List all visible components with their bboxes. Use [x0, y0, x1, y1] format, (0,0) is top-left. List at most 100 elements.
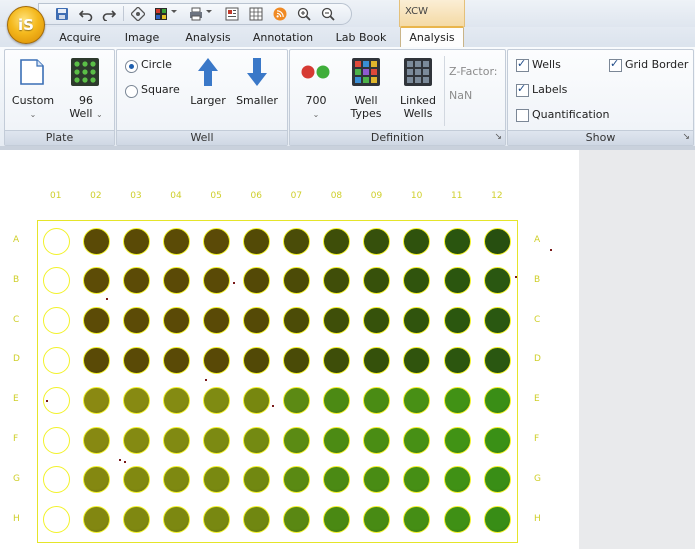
well-E05[interactable]	[202, 386, 230, 414]
labels-checkbox[interactable]	[516, 82, 529, 97]
well-G03[interactable]	[122, 466, 150, 494]
well-G05[interactable]	[202, 466, 230, 494]
well-E10[interactable]	[403, 386, 431, 414]
well-E03[interactable]	[122, 386, 150, 414]
well-A03[interactable]	[122, 227, 150, 255]
well-A01[interactable]	[42, 227, 70, 255]
grid-color-dropdown-icon[interactable]	[171, 10, 177, 13]
well-H06[interactable]	[243, 506, 270, 534]
well-D10[interactable]	[403, 346, 431, 374]
well-E06[interactable]	[243, 386, 270, 414]
well-G09[interactable]	[363, 466, 391, 494]
well-A04[interactable]	[162, 227, 190, 255]
well-D08[interactable]	[323, 346, 351, 374]
well-C08[interactable]	[323, 307, 351, 335]
well-F05[interactable]	[202, 426, 230, 454]
well-A07[interactable]	[283, 227, 311, 255]
well-D12[interactable]	[483, 346, 511, 374]
tab-plate-analysis[interactable]: Analysis	[400, 26, 464, 49]
well-A02[interactable]	[82, 227, 110, 255]
well-F04[interactable]	[162, 426, 190, 454]
well-C06[interactable]	[243, 307, 270, 335]
well-C02[interactable]	[82, 307, 110, 335]
well-H02[interactable]	[82, 506, 110, 534]
well-E11[interactable]	[443, 386, 471, 414]
well-E09[interactable]	[363, 386, 391, 414]
well-A08[interactable]	[323, 227, 351, 255]
well-D03[interactable]	[122, 346, 150, 374]
settings-icon[interactable]	[131, 7, 145, 21]
dialog-launcher-icon[interactable]: ↘	[682, 132, 690, 142]
well-C03[interactable]	[122, 307, 150, 335]
larger-button[interactable]: Larger	[190, 94, 226, 107]
well-G01[interactable]	[42, 466, 70, 494]
well-E08[interactable]	[323, 386, 351, 414]
tab-acquire[interactable]: Acquire	[59, 31, 101, 44]
well-G08[interactable]	[323, 466, 351, 494]
well-B09[interactable]	[363, 267, 391, 295]
well-E02[interactable]	[82, 386, 110, 414]
well-H05[interactable]	[202, 506, 230, 534]
custom-plate-button[interactable]: Custom ⌄	[8, 94, 58, 121]
well-D09[interactable]	[363, 346, 391, 374]
well-F02[interactable]	[82, 426, 110, 454]
wells-checkbox[interactable]	[516, 57, 529, 72]
well-B01[interactable]	[42, 267, 70, 295]
well-F03[interactable]	[122, 426, 150, 454]
well-H01[interactable]	[42, 506, 70, 534]
well-D05[interactable]	[202, 346, 230, 374]
circle-radio[interactable]	[125, 60, 138, 73]
well-C01[interactable]	[42, 307, 70, 335]
well-B10[interactable]	[403, 267, 431, 295]
well-B11[interactable]	[443, 267, 471, 295]
save-icon[interactable]	[55, 7, 69, 21]
well-B12[interactable]	[483, 267, 511, 295]
redo-icon[interactable]	[102, 7, 116, 21]
print-icon[interactable]	[189, 7, 203, 21]
well-A06[interactable]	[243, 227, 270, 255]
well-C12[interactable]	[483, 307, 511, 335]
grid-border-checkbox[interactable]	[609, 57, 622, 72]
well-D04[interactable]	[162, 346, 190, 374]
square-radio[interactable]	[125, 85, 138, 98]
well-A05[interactable]	[202, 227, 230, 255]
well-H03[interactable]	[122, 506, 150, 534]
well-types-button[interactable]: Well Types	[344, 94, 388, 120]
well-C04[interactable]	[162, 307, 190, 335]
channel-700-button[interactable]: 700 ⌄	[296, 94, 336, 121]
well-F09[interactable]	[363, 426, 391, 454]
application-menu-button[interactable]: iS	[7, 6, 45, 44]
well-B02[interactable]	[82, 267, 110, 295]
96-well-plate-button[interactable]: 96 Well ⌄	[63, 94, 109, 121]
well-F10[interactable]	[403, 426, 431, 454]
well-C11[interactable]	[443, 307, 471, 335]
well-G06[interactable]	[243, 466, 270, 494]
well-F06[interactable]	[243, 426, 270, 454]
well-G07[interactable]	[283, 466, 311, 494]
well-G12[interactable]	[483, 466, 511, 494]
well-D06[interactable]	[243, 346, 270, 374]
well-A10[interactable]	[403, 227, 431, 255]
well-E07[interactable]	[283, 386, 311, 414]
table-icon[interactable]	[249, 7, 263, 21]
well-C10[interactable]	[403, 307, 431, 335]
well-G04[interactable]	[162, 466, 190, 494]
report-icon[interactable]	[225, 7, 239, 21]
well-A09[interactable]	[363, 227, 391, 255]
grid-color-icon[interactable]	[154, 7, 168, 21]
well-H10[interactable]	[403, 506, 431, 534]
well-H04[interactable]	[162, 506, 190, 534]
tab-annotation[interactable]: Annotation	[252, 31, 314, 44]
linked-wells-button[interactable]: Linked Wells	[396, 94, 440, 120]
well-H08[interactable]	[323, 506, 351, 534]
well-A11[interactable]	[443, 227, 471, 255]
well-B05[interactable]	[202, 267, 230, 295]
rss-icon[interactable]	[273, 7, 287, 21]
well-G11[interactable]	[443, 466, 471, 494]
well-C09[interactable]	[363, 307, 391, 335]
well-G02[interactable]	[82, 466, 110, 494]
well-B03[interactable]	[122, 267, 150, 295]
well-D07[interactable]	[283, 346, 311, 374]
well-B06[interactable]	[243, 267, 270, 295]
well-C05[interactable]	[202, 307, 230, 335]
